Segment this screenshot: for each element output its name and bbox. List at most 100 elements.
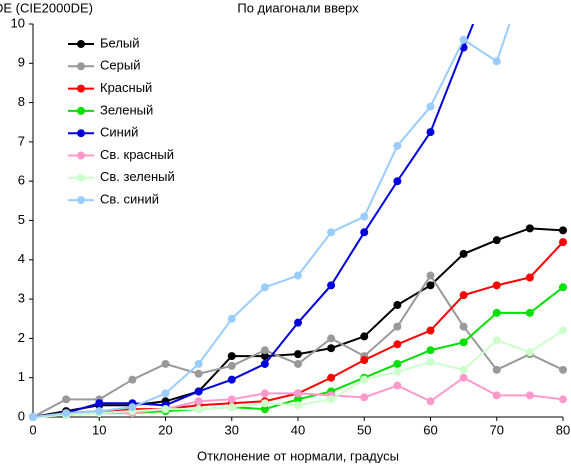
legend-marker	[77, 173, 85, 182]
point	[95, 407, 104, 416]
point	[62, 395, 71, 404]
point	[459, 322, 468, 331]
point	[327, 395, 336, 404]
point	[559, 395, 567, 404]
point	[393, 359, 402, 368]
point	[559, 365, 567, 374]
point	[492, 57, 501, 66]
x-tick-label: 50	[357, 422, 371, 437]
point	[360, 212, 369, 221]
point	[492, 281, 501, 290]
point	[294, 350, 302, 359]
point	[426, 102, 435, 111]
point	[393, 177, 402, 186]
y-tick-label: 4	[18, 251, 25, 266]
y-tick-label: 3	[18, 291, 25, 306]
point	[525, 391, 534, 400]
point	[327, 334, 336, 343]
legend-marker	[77, 84, 85, 93]
point	[360, 393, 369, 402]
point	[393, 367, 402, 376]
y-tick-label: 0	[18, 408, 25, 423]
point	[426, 397, 435, 406]
point	[260, 405, 269, 414]
legend-marker	[77, 62, 85, 71]
point	[459, 365, 468, 374]
point	[161, 359, 170, 368]
point	[360, 332, 369, 341]
legend-label: Красный	[100, 80, 152, 95]
point	[161, 405, 170, 414]
point	[492, 336, 501, 345]
point	[327, 344, 336, 353]
point	[294, 395, 302, 404]
point	[393, 340, 402, 349]
point	[393, 300, 402, 309]
point	[426, 346, 435, 355]
legend-label: Синий	[100, 125, 138, 140]
point	[260, 283, 269, 292]
point	[426, 326, 435, 335]
y-tick-label: 1	[18, 369, 25, 384]
y-tick-label: 10	[11, 15, 25, 30]
y-axis-label: DE (CIE2000DE)	[0, 0, 93, 15]
point	[227, 395, 236, 404]
y-tick-label: 6	[18, 173, 25, 188]
point	[62, 409, 71, 418]
point	[393, 381, 402, 390]
point	[327, 373, 336, 382]
point	[194, 369, 203, 378]
point	[327, 281, 336, 290]
point	[260, 359, 269, 368]
legend-label: Серый	[100, 58, 140, 73]
legend-marker	[77, 129, 85, 138]
point	[525, 308, 534, 317]
point	[525, 348, 534, 357]
legend-marker	[77, 196, 85, 205]
point	[161, 389, 170, 398]
point	[559, 226, 567, 235]
point	[260, 389, 269, 398]
point	[360, 228, 369, 237]
point	[194, 397, 203, 406]
point	[227, 375, 236, 384]
y-tick-label: 2	[18, 330, 25, 345]
point	[525, 224, 534, 233]
point	[426, 281, 435, 290]
point	[393, 141, 402, 150]
point	[294, 318, 302, 327]
point	[294, 401, 302, 410]
point	[559, 238, 567, 247]
point	[426, 357, 435, 366]
point	[128, 375, 137, 384]
point	[426, 128, 435, 137]
point	[459, 35, 468, 44]
point	[360, 375, 369, 384]
legend-label: Св. зеленый	[100, 169, 175, 184]
chart-title: По диагонали вверх	[237, 0, 359, 15]
point	[360, 356, 369, 365]
point	[95, 399, 104, 408]
point	[194, 405, 203, 414]
legend-marker	[77, 151, 85, 160]
point	[294, 389, 302, 398]
point	[393, 322, 402, 331]
point	[260, 352, 269, 361]
x-tick-label: 0	[29, 422, 36, 437]
legend-marker	[77, 106, 85, 115]
x-tick-label: 10	[92, 422, 106, 437]
legend-label: Св. красный	[100, 147, 174, 162]
y-tick-label: 9	[18, 55, 25, 70]
point	[559, 326, 567, 335]
point	[294, 271, 302, 280]
point	[492, 236, 501, 245]
x-tick-label: 70	[490, 422, 504, 437]
point	[294, 359, 302, 368]
point	[128, 403, 137, 412]
legend-label: Белый	[100, 35, 140, 50]
legend-marker	[77, 40, 85, 48]
x-tick-label: 20	[158, 422, 172, 437]
x-tick-label: 80	[556, 422, 570, 437]
point	[227, 361, 236, 370]
